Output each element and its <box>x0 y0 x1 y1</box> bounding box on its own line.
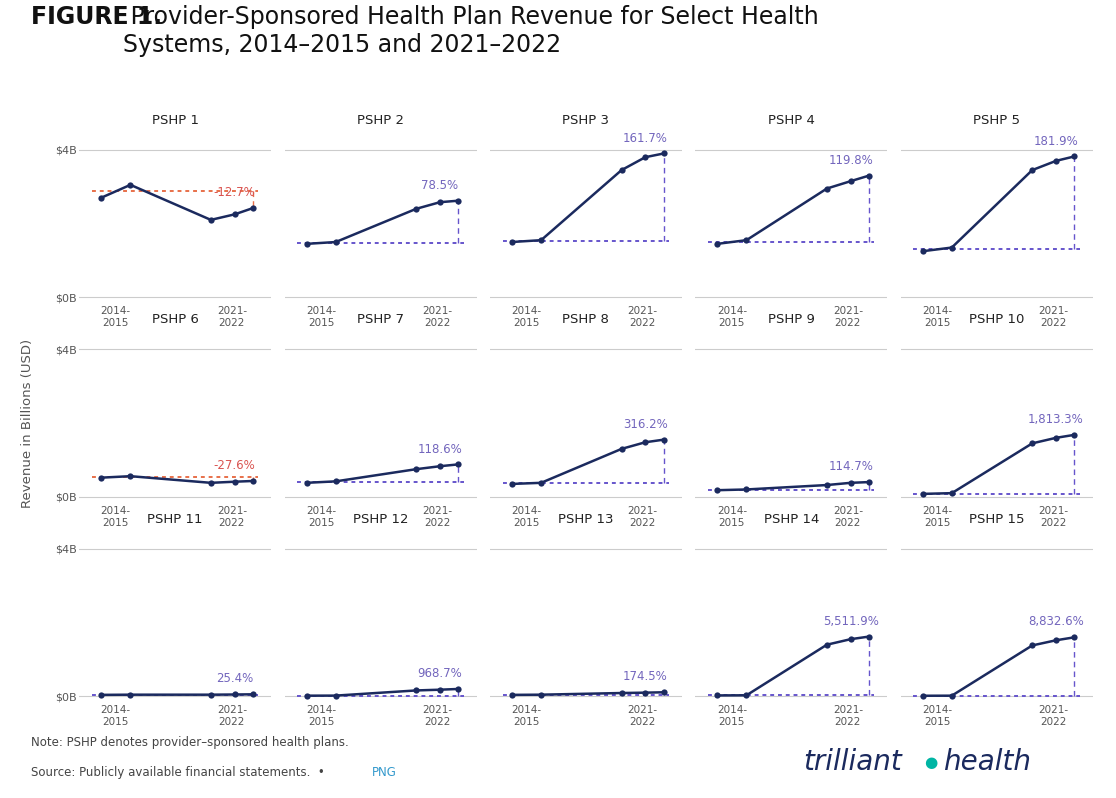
Text: Provider-Sponsored Health Plan Revenue for Select Health
Systems, 2014–2015 and : Provider-Sponsored Health Plan Revenue f… <box>123 6 818 57</box>
Title: PSHP 15: PSHP 15 <box>969 512 1024 526</box>
Text: 8,832.6%: 8,832.6% <box>1028 615 1084 629</box>
Title: PSHP 7: PSHP 7 <box>357 313 404 326</box>
Text: PNG: PNG <box>372 766 396 779</box>
Text: 316.2%: 316.2% <box>623 418 667 431</box>
Title: PSHP 4: PSHP 4 <box>768 113 815 127</box>
Text: -12.7%: -12.7% <box>214 186 256 200</box>
Text: trilliant: trilliant <box>804 748 902 776</box>
Title: PSHP 6: PSHP 6 <box>152 313 199 326</box>
Text: Source: Publicly available financial statements.  •: Source: Publicly available financial sta… <box>31 766 325 779</box>
Text: 174.5%: 174.5% <box>623 670 667 683</box>
Text: FIGURE 1.: FIGURE 1. <box>31 6 162 30</box>
Title: PSHP 12: PSHP 12 <box>353 512 408 526</box>
Text: 25.4%: 25.4% <box>217 673 253 685</box>
Title: PSHP 8: PSHP 8 <box>562 313 609 326</box>
Title: PSHP 2: PSHP 2 <box>357 113 404 127</box>
Title: PSHP 1: PSHP 1 <box>152 113 199 127</box>
Text: 968.7%: 968.7% <box>417 667 462 680</box>
Title: PSHP 3: PSHP 3 <box>562 113 609 127</box>
Text: 181.9%: 181.9% <box>1033 135 1078 148</box>
Title: PSHP 13: PSHP 13 <box>558 512 614 526</box>
Text: 114.7%: 114.7% <box>828 460 873 473</box>
Text: 119.8%: 119.8% <box>828 154 873 167</box>
Title: PSHP 10: PSHP 10 <box>969 313 1024 326</box>
Title: PSHP 11: PSHP 11 <box>147 512 203 526</box>
Text: ●: ● <box>924 756 937 770</box>
Text: Revenue in Billions (USD): Revenue in Billions (USD) <box>21 338 35 508</box>
Text: 78.5%: 78.5% <box>422 179 459 192</box>
Title: PSHP 9: PSHP 9 <box>768 313 815 326</box>
Title: PSHP 5: PSHP 5 <box>973 113 1020 127</box>
Title: PSHP 14: PSHP 14 <box>763 512 819 526</box>
Text: 5,511.9%: 5,511.9% <box>822 614 878 628</box>
Text: Note: PSHP denotes provider–sponsored health plans.: Note: PSHP denotes provider–sponsored he… <box>31 736 349 749</box>
Text: -27.6%: -27.6% <box>214 459 256 472</box>
Text: 161.7%: 161.7% <box>623 132 667 144</box>
Text: 118.6%: 118.6% <box>417 443 462 456</box>
Text: 1,813.3%: 1,813.3% <box>1028 413 1084 426</box>
Text: health: health <box>943 748 1031 776</box>
